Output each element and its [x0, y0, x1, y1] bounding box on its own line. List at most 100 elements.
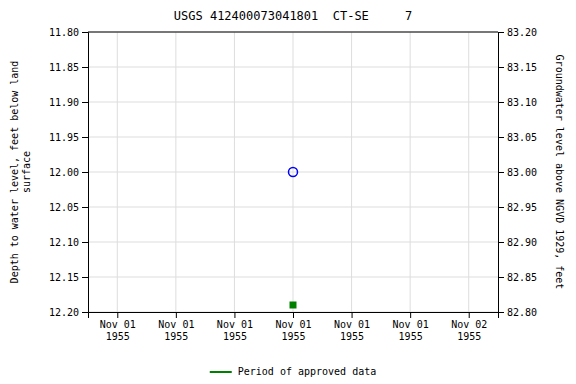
- tick-mark: [82, 172, 88, 173]
- tick-mark: [82, 277, 88, 278]
- grid-line: [117, 32, 118, 312]
- grid-line: [410, 32, 411, 312]
- tick: 11.90: [49, 97, 88, 108]
- tick: Nov 011955: [393, 312, 429, 342]
- tick: 11.95: [49, 132, 88, 143]
- legend-item: Period of approved data: [210, 366, 376, 377]
- axis-line: [82, 33, 89, 313]
- x-axis: Nov 011955Nov 011955Nov 011955Nov 011955…: [89, 312, 499, 342]
- grid-line: [468, 32, 469, 312]
- text-line: 1955: [457, 331, 481, 342]
- tick-label: Nov 021955: [451, 319, 487, 342]
- tick-label: 82.90: [507, 237, 537, 248]
- tick-mark: [82, 242, 88, 243]
- point: [289, 168, 298, 177]
- plot: 11.80 11.85 11.90 11.95 12.00 12.05 12.10 12.15…: [49, 27, 537, 342]
- tick-mark: [498, 207, 504, 208]
- text-line: Depth to water level, feet below land: [9, 61, 20, 284]
- grid-line: [175, 32, 176, 312]
- tick: 82.85: [498, 272, 537, 283]
- tick: 83.15: [498, 62, 537, 73]
- tick-label: 11.85: [49, 62, 79, 73]
- tick-label: Nov 011955: [100, 319, 136, 342]
- tick-mark: [498, 242, 504, 243]
- tick: Nov 011955: [334, 312, 370, 342]
- text-line: 1955: [281, 331, 305, 342]
- axis-line: [499, 33, 505, 313]
- tick-mark: [498, 172, 504, 173]
- tick: 83.10: [498, 97, 537, 108]
- tick-mark: [410, 312, 411, 318]
- tick: 82.80: [498, 307, 537, 318]
- text-line: 1955: [223, 331, 247, 342]
- text-line: Nov 02: [451, 319, 487, 330]
- tick-label: 83.05: [507, 132, 537, 143]
- tick-label: Nov 011955: [275, 319, 311, 342]
- tick-label: 83.10: [507, 97, 537, 108]
- point: [290, 302, 297, 309]
- text-line: 1955: [106, 331, 130, 342]
- text-line: 1955: [399, 331, 423, 342]
- text-line: Nov 01: [217, 319, 253, 330]
- tick-mark: [82, 67, 88, 68]
- tick-label: 83.00: [507, 167, 537, 178]
- tick-mark: [498, 32, 504, 33]
- tick: 83.00: [498, 167, 537, 178]
- tick: 83.20: [498, 27, 537, 38]
- frame-line: [88, 32, 498, 33]
- text-line: Nov 01: [100, 319, 136, 330]
- text-line: Nov 01: [158, 319, 194, 330]
- tick-label: 12.00: [49, 167, 79, 178]
- tick-label: Nov 011955: [158, 319, 194, 342]
- tick-label: 82.85: [507, 272, 537, 283]
- legend-label: Period of approved data: [238, 366, 376, 377]
- tick: 12.00: [49, 167, 88, 178]
- tick-label: 12.15: [49, 272, 79, 283]
- tick-label: Nov 011955: [334, 319, 370, 342]
- tick: 12.15: [49, 272, 88, 283]
- title: USGS 412400073041801 CT-SE 7: [174, 9, 412, 23]
- y2-axis: 82.80 82.85 82.90 82.95 83.00 83.05 83.10 83.15…: [498, 27, 537, 318]
- tick-mark: [176, 312, 177, 318]
- grid-line: [88, 32, 498, 33]
- y-axis: 11.80 11.85 11.90 11.95 12.00 12.05 12.10 12.15…: [49, 27, 89, 318]
- tick-mark: [82, 207, 88, 208]
- tick: 83.05: [498, 132, 537, 143]
- grid-line: [351, 32, 352, 312]
- tick-mark: [117, 312, 118, 318]
- tick: 11.85: [49, 62, 88, 73]
- tick-label: 11.80: [49, 27, 79, 38]
- chart: 11.80 11.85 11.90 11.95 12.00 12.05 12.10 12.15…: [0, 0, 576, 384]
- tick-label: 12.10: [49, 237, 79, 248]
- tick: Nov 011955: [158, 312, 194, 342]
- tick-label: Nov 011955: [217, 319, 253, 342]
- tick-mark: [82, 32, 88, 33]
- marks: [289, 168, 298, 309]
- tick: 12.20: [49, 307, 88, 318]
- tick: Nov 011955: [217, 312, 253, 342]
- tick-label: Nov 011955: [393, 319, 429, 342]
- tick-mark: [498, 137, 504, 138]
- text-line: Groundwater level above NGVD 1929, feet: [554, 55, 565, 290]
- tick: 12.05: [49, 202, 88, 213]
- tick-label: 82.95: [507, 202, 537, 213]
- tick-mark: [293, 312, 294, 318]
- tick-label: 83.15: [507, 62, 537, 73]
- text-line: Nov 01: [393, 319, 429, 330]
- text-line: Nov 01: [334, 319, 370, 330]
- grid-line: [293, 32, 294, 312]
- axis-title: Groundwater level above NGVD 1929, feet: [554, 55, 565, 290]
- text-line: Nov 01: [275, 319, 311, 330]
- tick: 82.90: [498, 237, 537, 248]
- tick-mark: [469, 312, 470, 318]
- legend-swatch: [210, 371, 232, 373]
- tick-mark: [498, 277, 504, 278]
- tick: 12.10: [49, 237, 88, 248]
- tick-mark: [82, 102, 88, 103]
- tick-mark: [352, 312, 353, 318]
- tick: 82.95: [498, 202, 537, 213]
- tick-label: 11.90: [49, 97, 79, 108]
- tick: Nov 021955: [451, 312, 487, 342]
- grid-line: [234, 32, 235, 312]
- tick: Nov 011955: [275, 312, 311, 342]
